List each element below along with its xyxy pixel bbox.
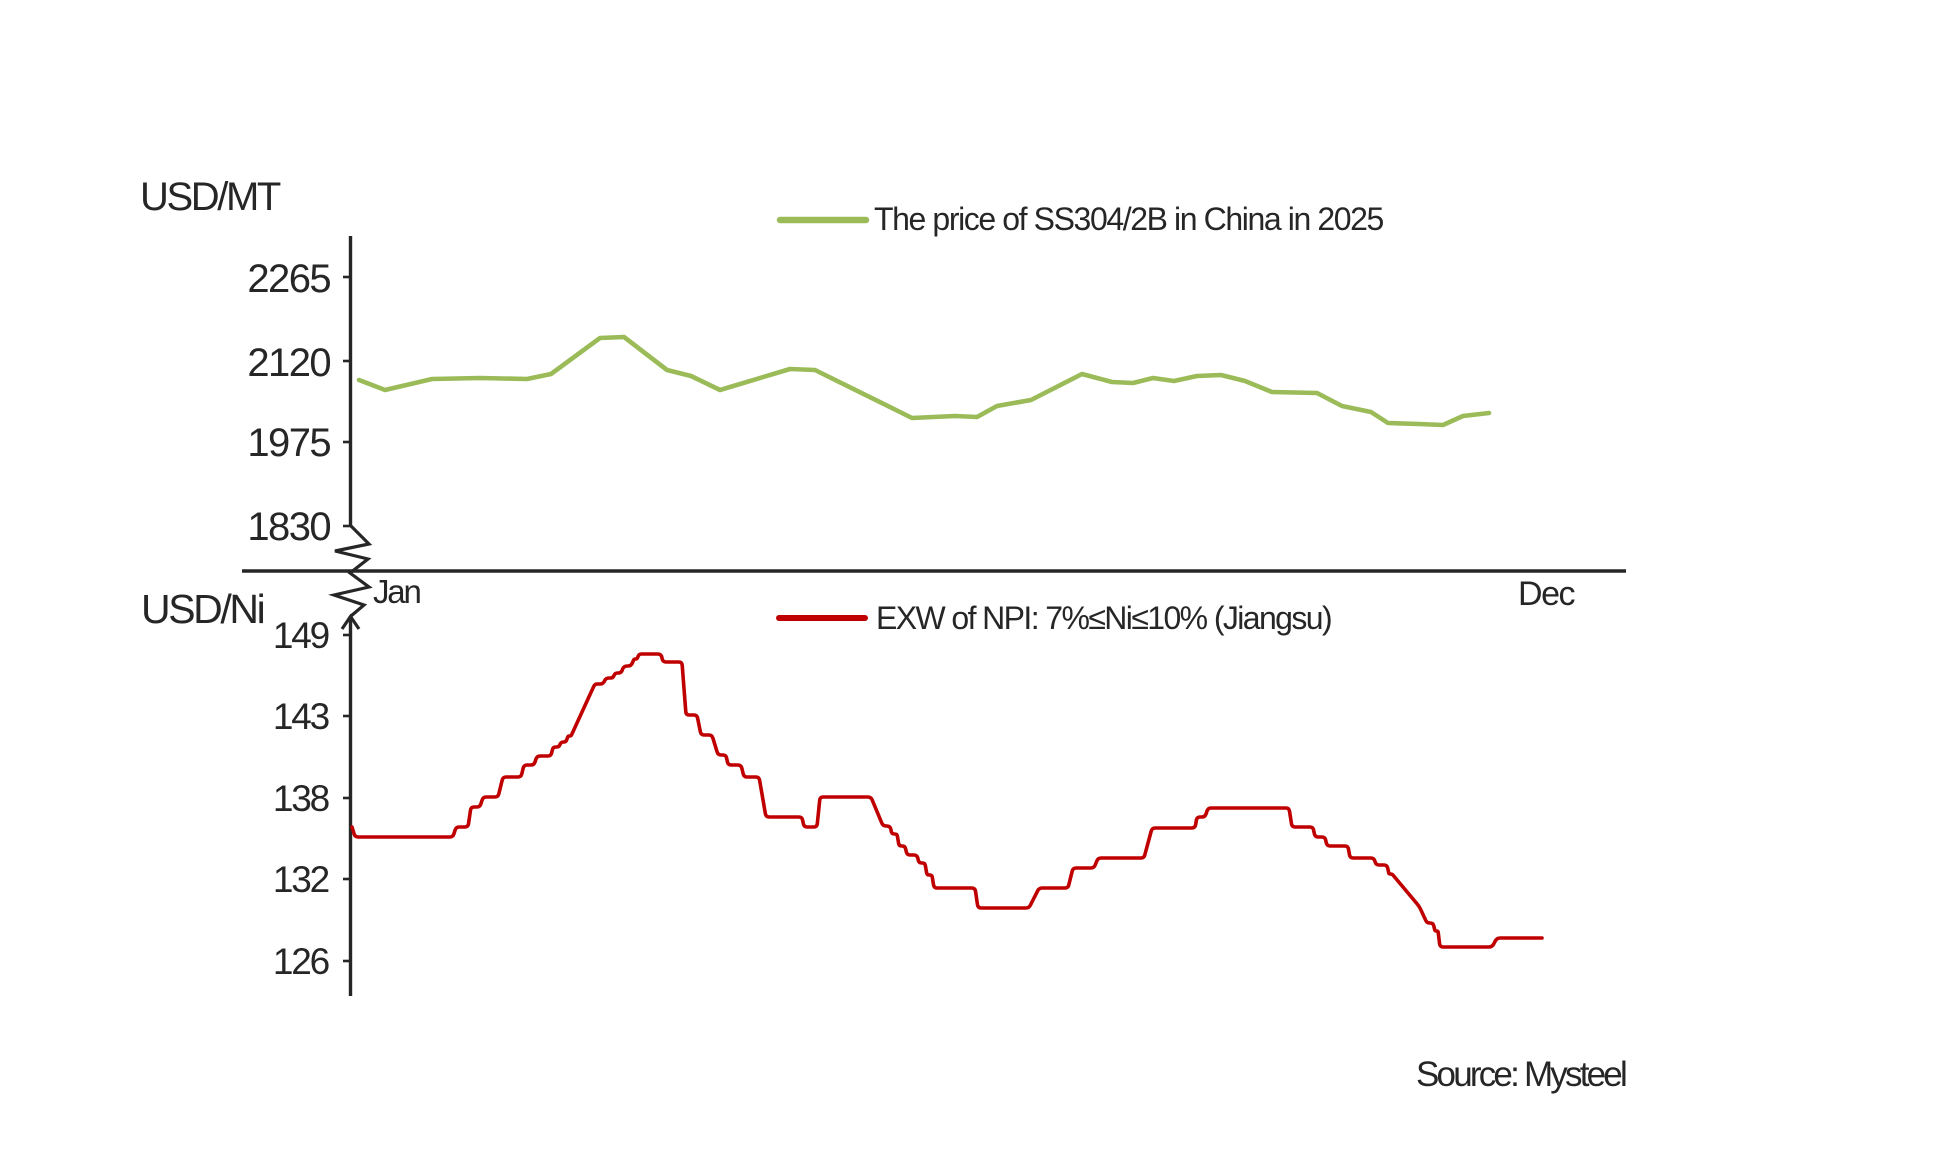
svg-text:1975: 1975	[247, 421, 330, 465]
svg-text:Dec: Dec	[1518, 575, 1575, 613]
svg-text:EXW of NPI: 7%≤Ni≤10% (Jiangsu: EXW of NPI: 7%≤Ni≤10% (Jiangsu)	[876, 600, 1331, 636]
svg-text:126: 126	[273, 941, 329, 982]
svg-text:2120: 2120	[247, 341, 330, 385]
svg-text:USD/MT: USD/MT	[140, 175, 281, 219]
svg-text:149: 149	[273, 615, 329, 656]
svg-text:Jan: Jan	[373, 573, 420, 610]
svg-text:Source: Mysteel: Source: Mysteel	[1416, 1055, 1626, 1094]
svg-text:The price of SS304/2B in China: The price of SS304/2B in China in 2025	[874, 201, 1384, 237]
svg-text:132: 132	[273, 859, 329, 900]
svg-text:1830: 1830	[247, 505, 330, 549]
svg-text:USD/Ni: USD/Ni	[141, 586, 264, 632]
svg-text:2265: 2265	[247, 257, 330, 301]
svg-text:138: 138	[273, 778, 329, 819]
svg-text:143: 143	[273, 696, 329, 737]
